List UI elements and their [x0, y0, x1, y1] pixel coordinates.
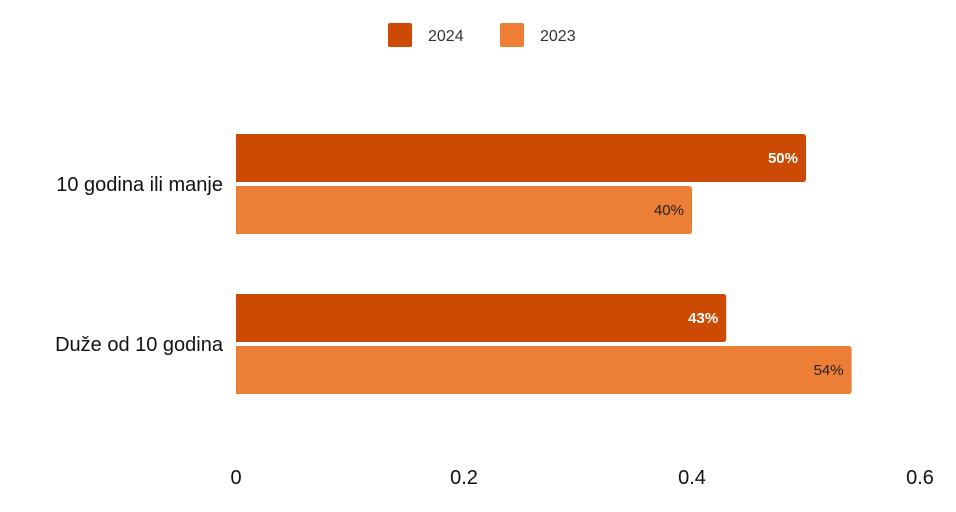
category-label-1: Duže od 10 godina	[55, 334, 224, 356]
data-label-2024-1: 43%	[688, 310, 718, 327]
bar-2023-0	[236, 186, 692, 234]
legend-label-2024: 2024	[428, 28, 464, 45]
data-label-2024-0: 50%	[768, 150, 798, 167]
category-labels: 10 godina ili manje Duže od 10 godina	[55, 174, 224, 356]
x-tick-label-2: 0.4	[678, 467, 706, 489]
category-label-0: 10 godina ili manje	[56, 174, 223, 196]
data-label-2023-0: 40%	[654, 202, 684, 219]
legend-swatch-2023	[500, 23, 524, 47]
x-axis-ticks: 0 0.2 0.4 0.6	[230, 467, 933, 489]
legend: 2024 2023	[388, 23, 576, 47]
legend-swatch-2024	[388, 23, 412, 47]
data-label-2023-1: 54%	[814, 362, 844, 379]
bar-2023-1	[236, 346, 852, 394]
bars-group: 50% 40% 43% 54%	[236, 134, 852, 394]
x-tick-label-3: 0.6	[906, 467, 934, 489]
x-tick-label-0: 0	[230, 467, 241, 489]
bar-2024-0	[236, 134, 806, 182]
legend-label-2023: 2023	[540, 28, 576, 45]
bar-2024-1	[236, 294, 727, 342]
x-tick-label-1: 0.2	[450, 467, 478, 489]
